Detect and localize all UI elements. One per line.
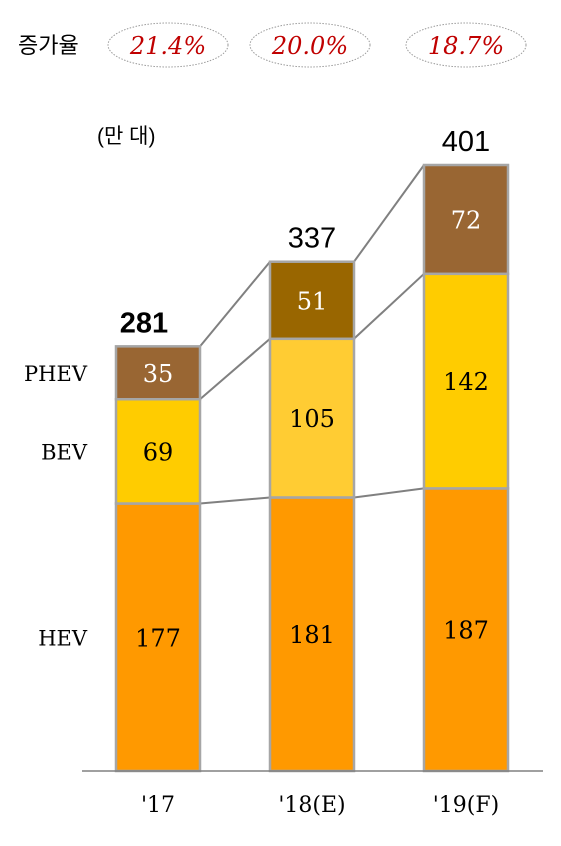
x-tick-label-1: '18(E) bbox=[278, 793, 345, 818]
growth-rate-value-2: 18.7% bbox=[428, 32, 504, 60]
bar-value-hev-2: 187 bbox=[443, 617, 489, 645]
total-label-1: 337 bbox=[288, 223, 336, 255]
bar-phev-2 bbox=[422, 163, 510, 276]
series-label-hev: HEV bbox=[38, 626, 88, 650]
bar-value-hev-0: 177 bbox=[135, 624, 181, 652]
series-label-bev: BEV bbox=[41, 440, 88, 464]
unit-label: (만 대) bbox=[97, 125, 155, 148]
bar-value-phev-2: 72 bbox=[451, 206, 482, 234]
growth-rate-oval-1 bbox=[249, 22, 371, 68]
bar-phev-0 bbox=[114, 345, 202, 401]
growth-rate-value-0: 21.4% bbox=[129, 32, 206, 60]
bar-value-bev-1: 105 bbox=[289, 405, 335, 433]
bar-value-phev-1: 51 bbox=[297, 287, 328, 315]
series-label-phev: PHEV bbox=[24, 362, 88, 386]
total-label-0: 281 bbox=[120, 307, 168, 339]
bar-hev-1 bbox=[268, 496, 356, 773]
bar-value-bev-2: 142 bbox=[443, 368, 489, 396]
total-label-2: 401 bbox=[442, 126, 490, 158]
bar-bev-1 bbox=[268, 337, 356, 499]
connector-1-0 bbox=[353, 487, 425, 499]
bar-phev-1 bbox=[268, 260, 356, 341]
growth-rate-oval-2 bbox=[405, 22, 527, 68]
bar-hev-2 bbox=[422, 487, 510, 773]
connector-0-1 bbox=[199, 338, 271, 400]
connector-0-2 bbox=[199, 261, 271, 347]
growth-rate-value-1: 20.0% bbox=[271, 32, 348, 60]
growth-rate-oval-0 bbox=[107, 22, 229, 68]
bar-bev-0 bbox=[114, 397, 202, 505]
connector-1-2 bbox=[353, 164, 425, 263]
bar-value-phev-0: 35 bbox=[143, 360, 174, 388]
growth-rate-label: 증가율 bbox=[18, 33, 79, 58]
bar-bev-2 bbox=[422, 272, 510, 490]
bar-value-bev-0: 69 bbox=[143, 438, 174, 466]
connector-0-0 bbox=[199, 496, 271, 505]
bar-value-hev-1: 181 bbox=[289, 621, 335, 649]
connector-1-1 bbox=[353, 273, 425, 340]
x-tick-label-0: '17 bbox=[141, 793, 175, 818]
x-tick-label-2: '19(F) bbox=[433, 793, 499, 818]
